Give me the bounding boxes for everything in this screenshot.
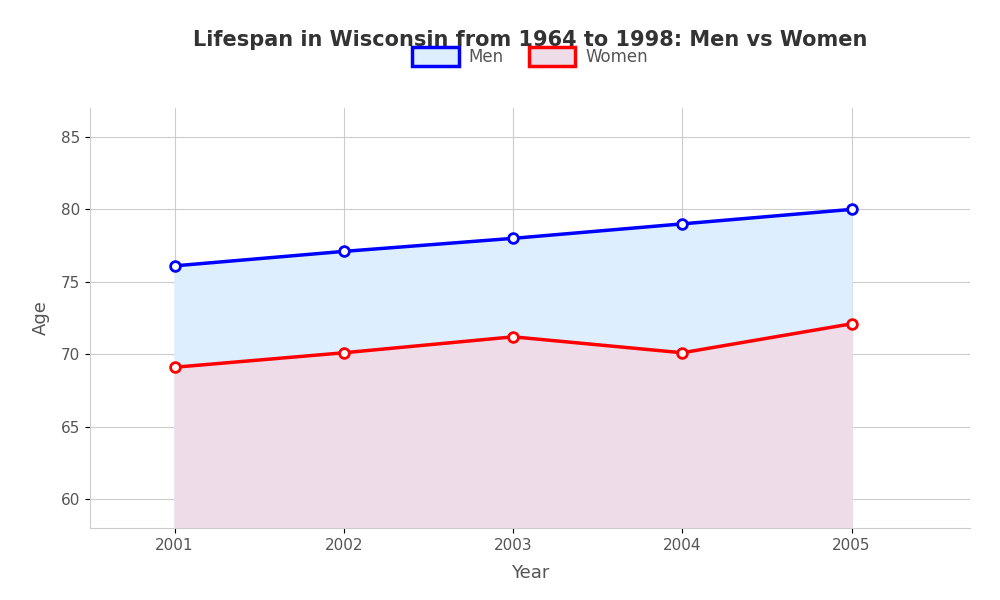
Title: Lifespan in Wisconsin from 1964 to 1998: Men vs Women: Lifespan in Wisconsin from 1964 to 1998:… xyxy=(193,29,867,49)
Legend: Men, Women: Men, Women xyxy=(405,41,655,73)
Y-axis label: Age: Age xyxy=(32,301,50,335)
X-axis label: Year: Year xyxy=(511,564,549,582)
